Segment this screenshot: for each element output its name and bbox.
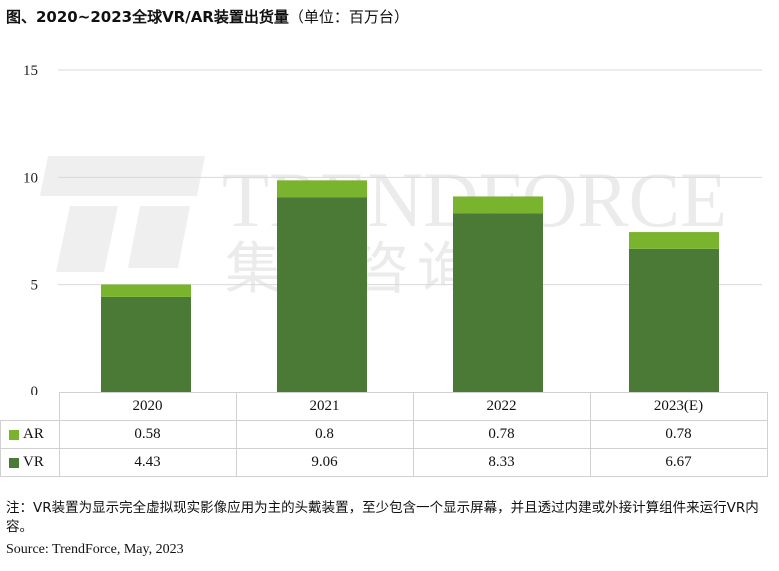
bar-ar-3 [629, 232, 719, 249]
table-header-cell: 2021 [235, 392, 414, 421]
y-tick-label: 15 [23, 63, 38, 79]
legend-label-vr: VR [23, 454, 44, 470]
y-axis-tick-labels: 0 5 10 15 [23, 63, 38, 395]
footnote: 注：VR装置为显示完全虚拟现实影像应用为主的头戴装置，至少包含一个显示屏幕，并且… [6, 500, 759, 535]
y-tick-label: 5 [31, 278, 39, 294]
y-tick-label: 0 [31, 384, 39, 395]
table-cell: 8.33 [412, 448, 591, 477]
table-header-cell: 2022 [412, 392, 591, 421]
legend-swatch-vr [9, 457, 19, 468]
legend-ar: AR [0, 420, 60, 449]
table-cell: 0.58 [58, 420, 237, 449]
table-corner-cell [0, 392, 60, 421]
trendforce-logo-icon [40, 156, 205, 272]
legend-swatch-ar [9, 429, 19, 440]
bar-series [101, 180, 719, 392]
table-cell: 6.67 [589, 448, 768, 477]
table-header-row: 2020 2021 2022 2023(E) [0, 392, 768, 421]
table-header-cell: 2020 [58, 392, 237, 421]
table-cell: 0.78 [412, 420, 591, 449]
table-header-cell: 2023(E) [589, 392, 768, 421]
bar-vr-1 [277, 197, 367, 392]
bar-ar-1 [277, 180, 367, 198]
data-table: 2020 2021 2022 2023(E) AR 0.58 0.8 0.78 … [0, 392, 768, 477]
bar-vr-3 [629, 248, 719, 392]
bar-vr-0 [101, 296, 191, 392]
bar-vr-2 [453, 213, 543, 392]
bar-ar-0 [101, 284, 191, 297]
table-row-vr: VR 4.43 9.06 8.33 6.67 [0, 448, 768, 477]
y-tick-label: 10 [23, 170, 38, 186]
table-row-ar: AR 0.58 0.8 0.78 0.78 [0, 420, 768, 449]
title-unit: （单位：百万台） [288, 8, 409, 26]
legend-vr: VR [0, 448, 60, 477]
source-note: Source: TrendForce, May, 2023 [6, 542, 184, 557]
table-cell: 9.06 [235, 448, 414, 477]
chart-title: 图、2020~2023全球VR/AR装置出货量（单位：百万台） [6, 6, 409, 27]
table-cell: 0.78 [589, 420, 768, 449]
chart-area: TRENDFORCE 集邦咨询 0 5 10 15 [23, 63, 762, 395]
trendforce-watermark: TRENDFORCE 集邦咨询 [40, 156, 727, 302]
title-main: 图、2020~2023全球VR/AR装置出货量 [6, 8, 289, 26]
bar-ar-2 [453, 196, 543, 214]
table-cell: 0.8 [235, 420, 414, 449]
table-cell: 4.43 [58, 448, 237, 477]
legend-label-ar: AR [23, 426, 44, 442]
